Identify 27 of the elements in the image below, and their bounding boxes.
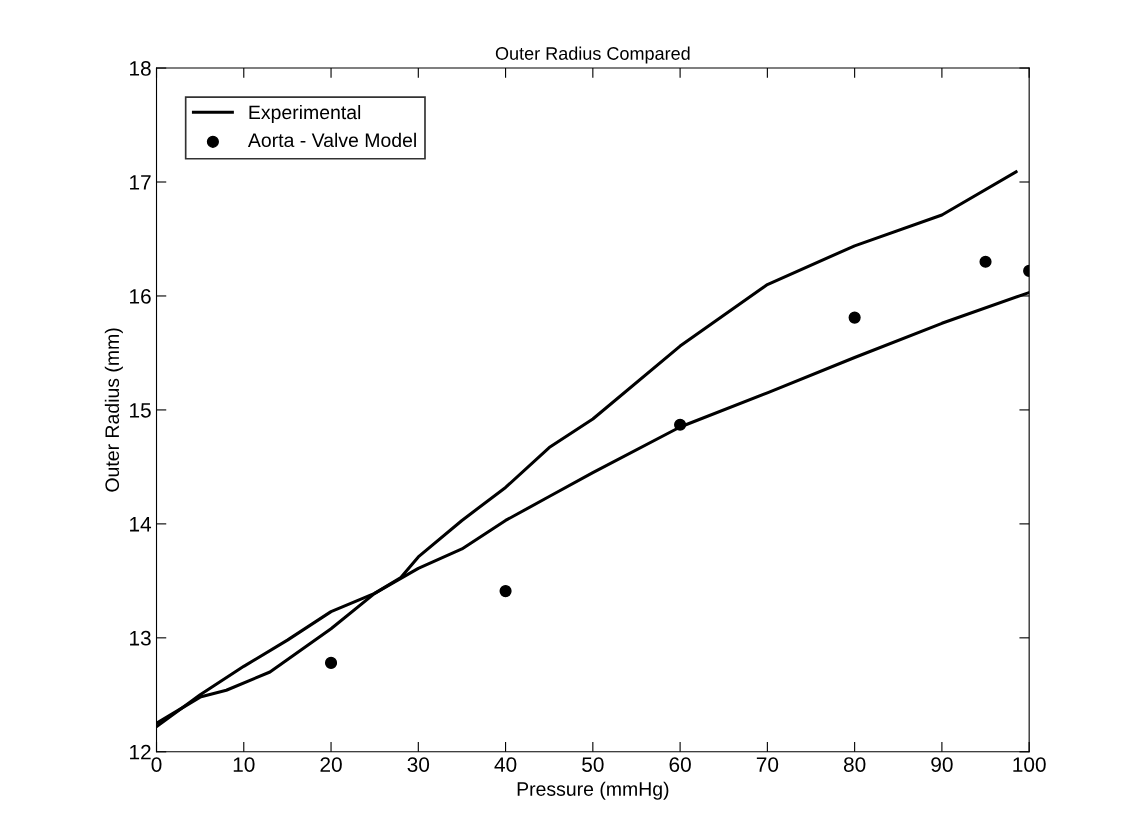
chart-title: Outer Radius Compared [495, 46, 690, 64]
legend-label: Aorta - Valve Model [247, 132, 416, 148]
y-tick-label: 16 [130, 288, 151, 304]
x-tick-label: 30 [407, 757, 430, 772]
point [499, 585, 512, 598]
y-tick-label: 13 [130, 630, 151, 646]
x-tick-label: 60 [669, 757, 691, 772]
x-tick-label: 10 [233, 757, 255, 772]
y-tick-label: 12 [130, 744, 151, 760]
y-tick-label: 18 [130, 61, 151, 76]
x-axis-title: Pressure (mmHg) [517, 781, 669, 800]
x-tick-label: 20 [320, 757, 342, 772]
point [324, 656, 338, 669]
x-tick-label: 100 [1013, 757, 1046, 772]
x-tick-label: 40 [494, 757, 517, 772]
x-tick-label: 90 [931, 757, 953, 772]
y-tick-label: 14 [130, 517, 152, 532]
y-axis-title: Outer Radius (mm) [104, 328, 123, 492]
y-tick-label: 17 [130, 175, 151, 190]
point [848, 311, 861, 324]
point [979, 255, 992, 268]
x-tick-label: 0 [151, 757, 162, 772]
legend-label: Experimental [249, 104, 361, 124]
x-tick-label: 50 [582, 757, 604, 772]
x-tick-label: 70 [756, 757, 779, 772]
y-tick-label: 15 [130, 403, 151, 418]
x-tick-label: 80 [843, 757, 866, 772]
